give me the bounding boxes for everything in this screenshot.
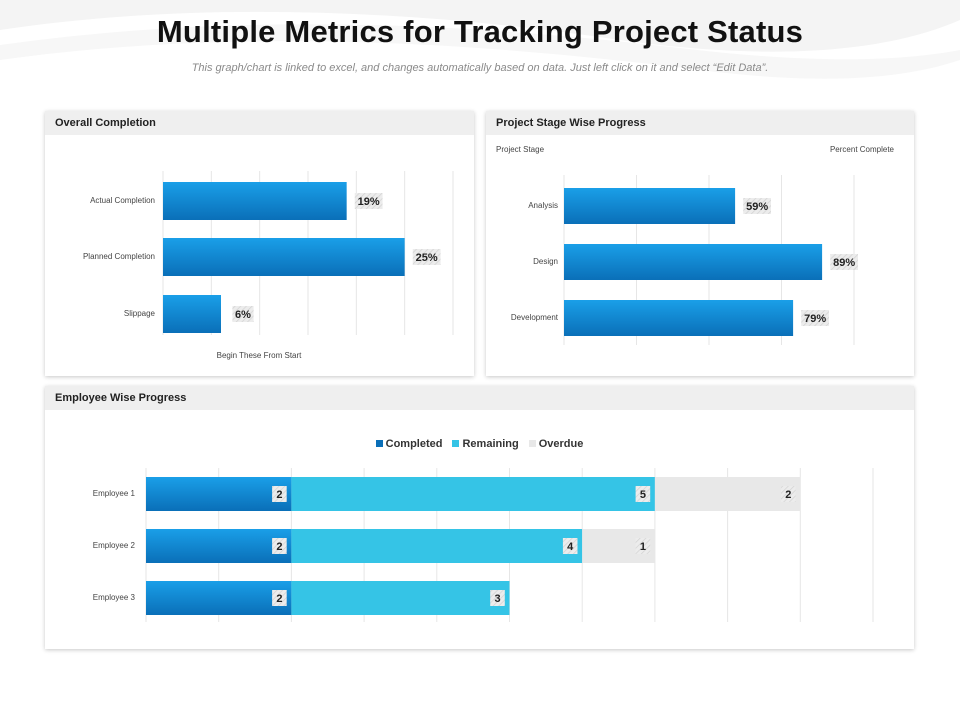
- bar: [564, 300, 794, 336]
- data-label-bg: [272, 486, 287, 502]
- data-label: 2: [276, 541, 282, 553]
- category-label: Analysis: [528, 201, 558, 210]
- bar: [163, 238, 405, 276]
- data-label-bg: [781, 486, 796, 502]
- data-label: 25%: [416, 252, 438, 264]
- bar: [163, 182, 347, 220]
- bar: [564, 244, 823, 280]
- data-label-bg: [272, 538, 287, 554]
- data-label-bg: [635, 486, 651, 502]
- data-label: 2: [785, 489, 791, 501]
- category-header: Project Stage: [496, 145, 545, 154]
- page-title: Multiple Metrics for Tracking Project St…: [156, 14, 804, 49]
- legend-label: Completed: [385, 438, 443, 450]
- project-stage-panel: Project Stage Wise Progress Project Stag…: [486, 111, 914, 376]
- bar-remaining: [291, 529, 583, 563]
- page-subtitle: This graph/chart is linked to excel, and…: [191, 62, 769, 74]
- background-swoosh: [0, 0, 960, 79]
- bar-remaining: [291, 581, 510, 615]
- legend-swatch: [528, 440, 536, 447]
- chart-legend: Completed Remaining Overdue: [45, 438, 914, 450]
- data-label-bg: [830, 254, 858, 270]
- data-label: 1: [640, 541, 646, 553]
- category-label: Slippage: [124, 309, 156, 318]
- category-label: Employee 2: [93, 541, 136, 550]
- data-label: 2: [276, 593, 282, 605]
- data-label: 89%: [833, 257, 855, 269]
- value-header: Percent Complete: [830, 145, 895, 154]
- category-label: Employee 3: [93, 593, 136, 602]
- overall-completion-chart: Actual Completion 19% Planned Completion 25…: [83, 171, 454, 360]
- data-label: 2: [276, 489, 282, 501]
- bar-completed: [146, 581, 292, 615]
- data-label: 4: [567, 541, 574, 553]
- bar-remaining: [291, 477, 655, 511]
- category-label: Employee 1: [93, 489, 136, 498]
- category-label: Design: [533, 257, 558, 266]
- panel-title: Project Stage Wise Progress: [486, 111, 914, 135]
- category-label: Development: [511, 313, 559, 322]
- employee-progress-panel: Employee Wise Progress Completed Remainin…: [45, 386, 914, 649]
- panel-title: Overall Completion: [45, 111, 474, 135]
- category-label: Actual Completion: [90, 196, 155, 205]
- legend-item: Overdue: [528, 438, 584, 450]
- data-label-bg: [354, 193, 383, 209]
- data-label: 5: [640, 489, 646, 501]
- bar-overdue: [654, 477, 801, 511]
- data-label-bg: [562, 538, 578, 554]
- data-label: 3: [494, 593, 500, 605]
- data-label-bg: [490, 590, 505, 606]
- data-label-bg: [635, 538, 651, 554]
- x-axis-label: Begin These From Start: [217, 351, 303, 360]
- data-label: 6%: [235, 309, 251, 321]
- data-label-bg: [743, 198, 771, 214]
- bar-completed: [146, 477, 292, 511]
- legend-label: Overdue: [538, 438, 584, 450]
- bar-completed: [146, 529, 292, 563]
- data-label: 79%: [804, 313, 826, 325]
- data-label-bg: [232, 306, 254, 322]
- project-stage-chart: Project Stage Percent Complete Analysis 59%…: [496, 145, 895, 345]
- legend-item: Completed: [375, 438, 443, 450]
- data-label: 59%: [746, 201, 768, 213]
- legend-swatch: [375, 440, 383, 447]
- data-label-bg: [801, 310, 829, 326]
- data-label: 19%: [358, 196, 380, 208]
- legend-swatch: [452, 440, 460, 447]
- panel-title: Employee Wise Progress: [45, 386, 914, 410]
- legend-item: Remaining: [452, 438, 519, 450]
- legend-label: Remaining: [462, 438, 519, 450]
- category-label: Planned Completion: [83, 252, 155, 261]
- data-label-bg: [412, 249, 441, 265]
- bar: [163, 295, 221, 333]
- bar: [564, 188, 736, 224]
- overall-completion-panel: Overall Completion Actual Completion 19% P…: [45, 111, 474, 376]
- data-label-bg: [272, 590, 287, 606]
- employee-progress-chart: Employee 1 2 5 2 Employee 2 2 4 1 Employee 3 2 3: [93, 468, 874, 622]
